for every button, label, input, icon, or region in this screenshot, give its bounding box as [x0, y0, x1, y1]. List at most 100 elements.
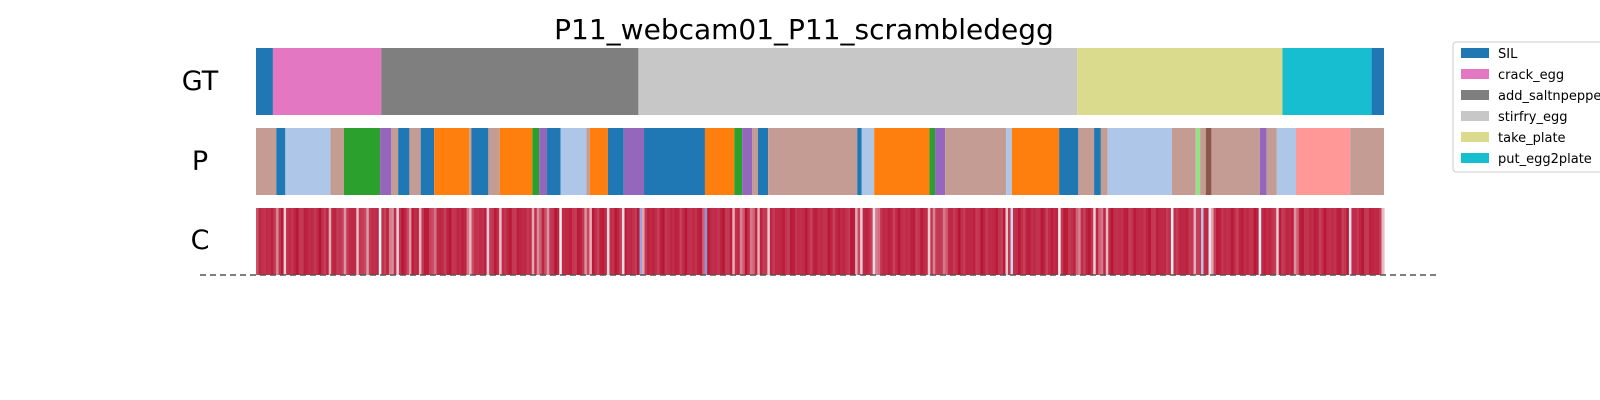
confidence-cell [1326, 208, 1330, 275]
p-segment [532, 128, 540, 195]
confidence-cell [757, 208, 761, 275]
confidence-cell [940, 208, 944, 275]
confidence-cell [1133, 208, 1137, 275]
confidence-cell [662, 208, 666, 275]
confidence-cell [346, 208, 350, 275]
p-segment [256, 128, 277, 195]
p-segment [1211, 128, 1260, 195]
p-segment [644, 128, 705, 195]
confidence-cell [1015, 208, 1019, 275]
p-segment [539, 128, 548, 195]
confidence-cell [1033, 208, 1037, 275]
confidence-cell [845, 208, 849, 275]
confidence-cell [566, 208, 570, 275]
confidence-cell [692, 208, 696, 275]
confidence-cell [381, 208, 385, 275]
confidence-cell [494, 208, 498, 275]
confidence-cell [1211, 208, 1215, 275]
confidence-cell [887, 208, 891, 275]
confidence-cell [764, 208, 768, 275]
confidence-cell [1278, 208, 1282, 275]
confidence-cell [273, 208, 277, 275]
confidence-cell [1368, 208, 1373, 275]
confidence-cell [313, 208, 317, 275]
p-segment [757, 128, 769, 195]
confidence-cell [546, 208, 550, 275]
p-segment [589, 128, 608, 195]
confidence-cell [278, 208, 282, 275]
confidence-cell [428, 208, 433, 275]
confidence-cell [1258, 208, 1262, 275]
confidence-cell [890, 208, 894, 275]
confidence-cell [579, 208, 583, 275]
confidence-cell [1143, 208, 1147, 275]
confidence-cell [717, 208, 721, 275]
confidence-cell [398, 208, 402, 275]
confidence-cell [1185, 208, 1190, 275]
confidence-cell [812, 208, 816, 275]
confidence-cell [1018, 208, 1022, 275]
confidence-cell [353, 208, 357, 275]
confidence-cell [1055, 208, 1059, 275]
p-segment [607, 128, 624, 195]
confidence-cell [551, 208, 555, 275]
confidence-cell [1328, 208, 1332, 275]
confidence-cell [1338, 208, 1342, 275]
confidence-cell [449, 208, 453, 275]
confidence-cell [987, 208, 992, 275]
confidence-cell [1323, 208, 1327, 275]
confidence-cell [1090, 208, 1094, 275]
p-segment [623, 128, 645, 195]
p-segment [547, 128, 561, 195]
p-segment [935, 128, 946, 195]
confidence-cell [742, 208, 746, 275]
confidence-cell [506, 208, 510, 275]
p-segment [874, 128, 930, 195]
confidence-cell [1201, 208, 1205, 275]
confidence-cell [611, 208, 616, 275]
confidence-cell [1165, 208, 1170, 275]
confidence-cell [341, 208, 345, 275]
gt-segment [256, 48, 273, 115]
confidence-cell [1080, 208, 1084, 275]
confidence-cell [403, 208, 407, 275]
confidence-cell [807, 208, 811, 275]
confidence-cell [521, 208, 525, 275]
confidence-cell [321, 208, 325, 275]
chart-title: P11_webcam01_P11_scrambledegg [554, 13, 1054, 46]
confidence-cell [614, 208, 618, 275]
confidence-cell [393, 208, 397, 275]
confidence-cell [561, 208, 565, 275]
confidence-cell [606, 208, 611, 275]
confidence-cell [589, 208, 593, 275]
confidence-cell [872, 208, 876, 275]
confidence-cell [1155, 208, 1159, 275]
confidence-cell [1273, 208, 1277, 275]
confidence-cell [767, 208, 771, 275]
confidence-cell [1263, 208, 1267, 275]
p-segment [1266, 128, 1277, 195]
confidence-cell [677, 208, 681, 275]
confidence-cell [782, 208, 786, 275]
confidence-cell [516, 208, 520, 275]
confidence-cell [1043, 208, 1047, 275]
confidence-cell [619, 208, 623, 275]
confidence-cell [363, 208, 367, 275]
confidence-cell [965, 208, 969, 275]
confidence-cell [416, 208, 420, 275]
confidence-cell [972, 208, 977, 275]
confidence-cell [1020, 208, 1024, 275]
gt-segment [638, 48, 1078, 115]
confidence-cell [491, 208, 495, 275]
confidence-cell [875, 208, 879, 275]
confidence-cell [1005, 208, 1009, 275]
confidence-cell [1050, 208, 1054, 275]
confidence-cell [1343, 208, 1347, 275]
p-segment [1006, 128, 1012, 195]
confidence-cell [679, 208, 683, 275]
p-segment [1195, 128, 1201, 195]
p-segment [398, 128, 410, 195]
confidence-cell [784, 208, 789, 275]
p-segment [499, 128, 533, 195]
confidence-cell [596, 208, 601, 275]
